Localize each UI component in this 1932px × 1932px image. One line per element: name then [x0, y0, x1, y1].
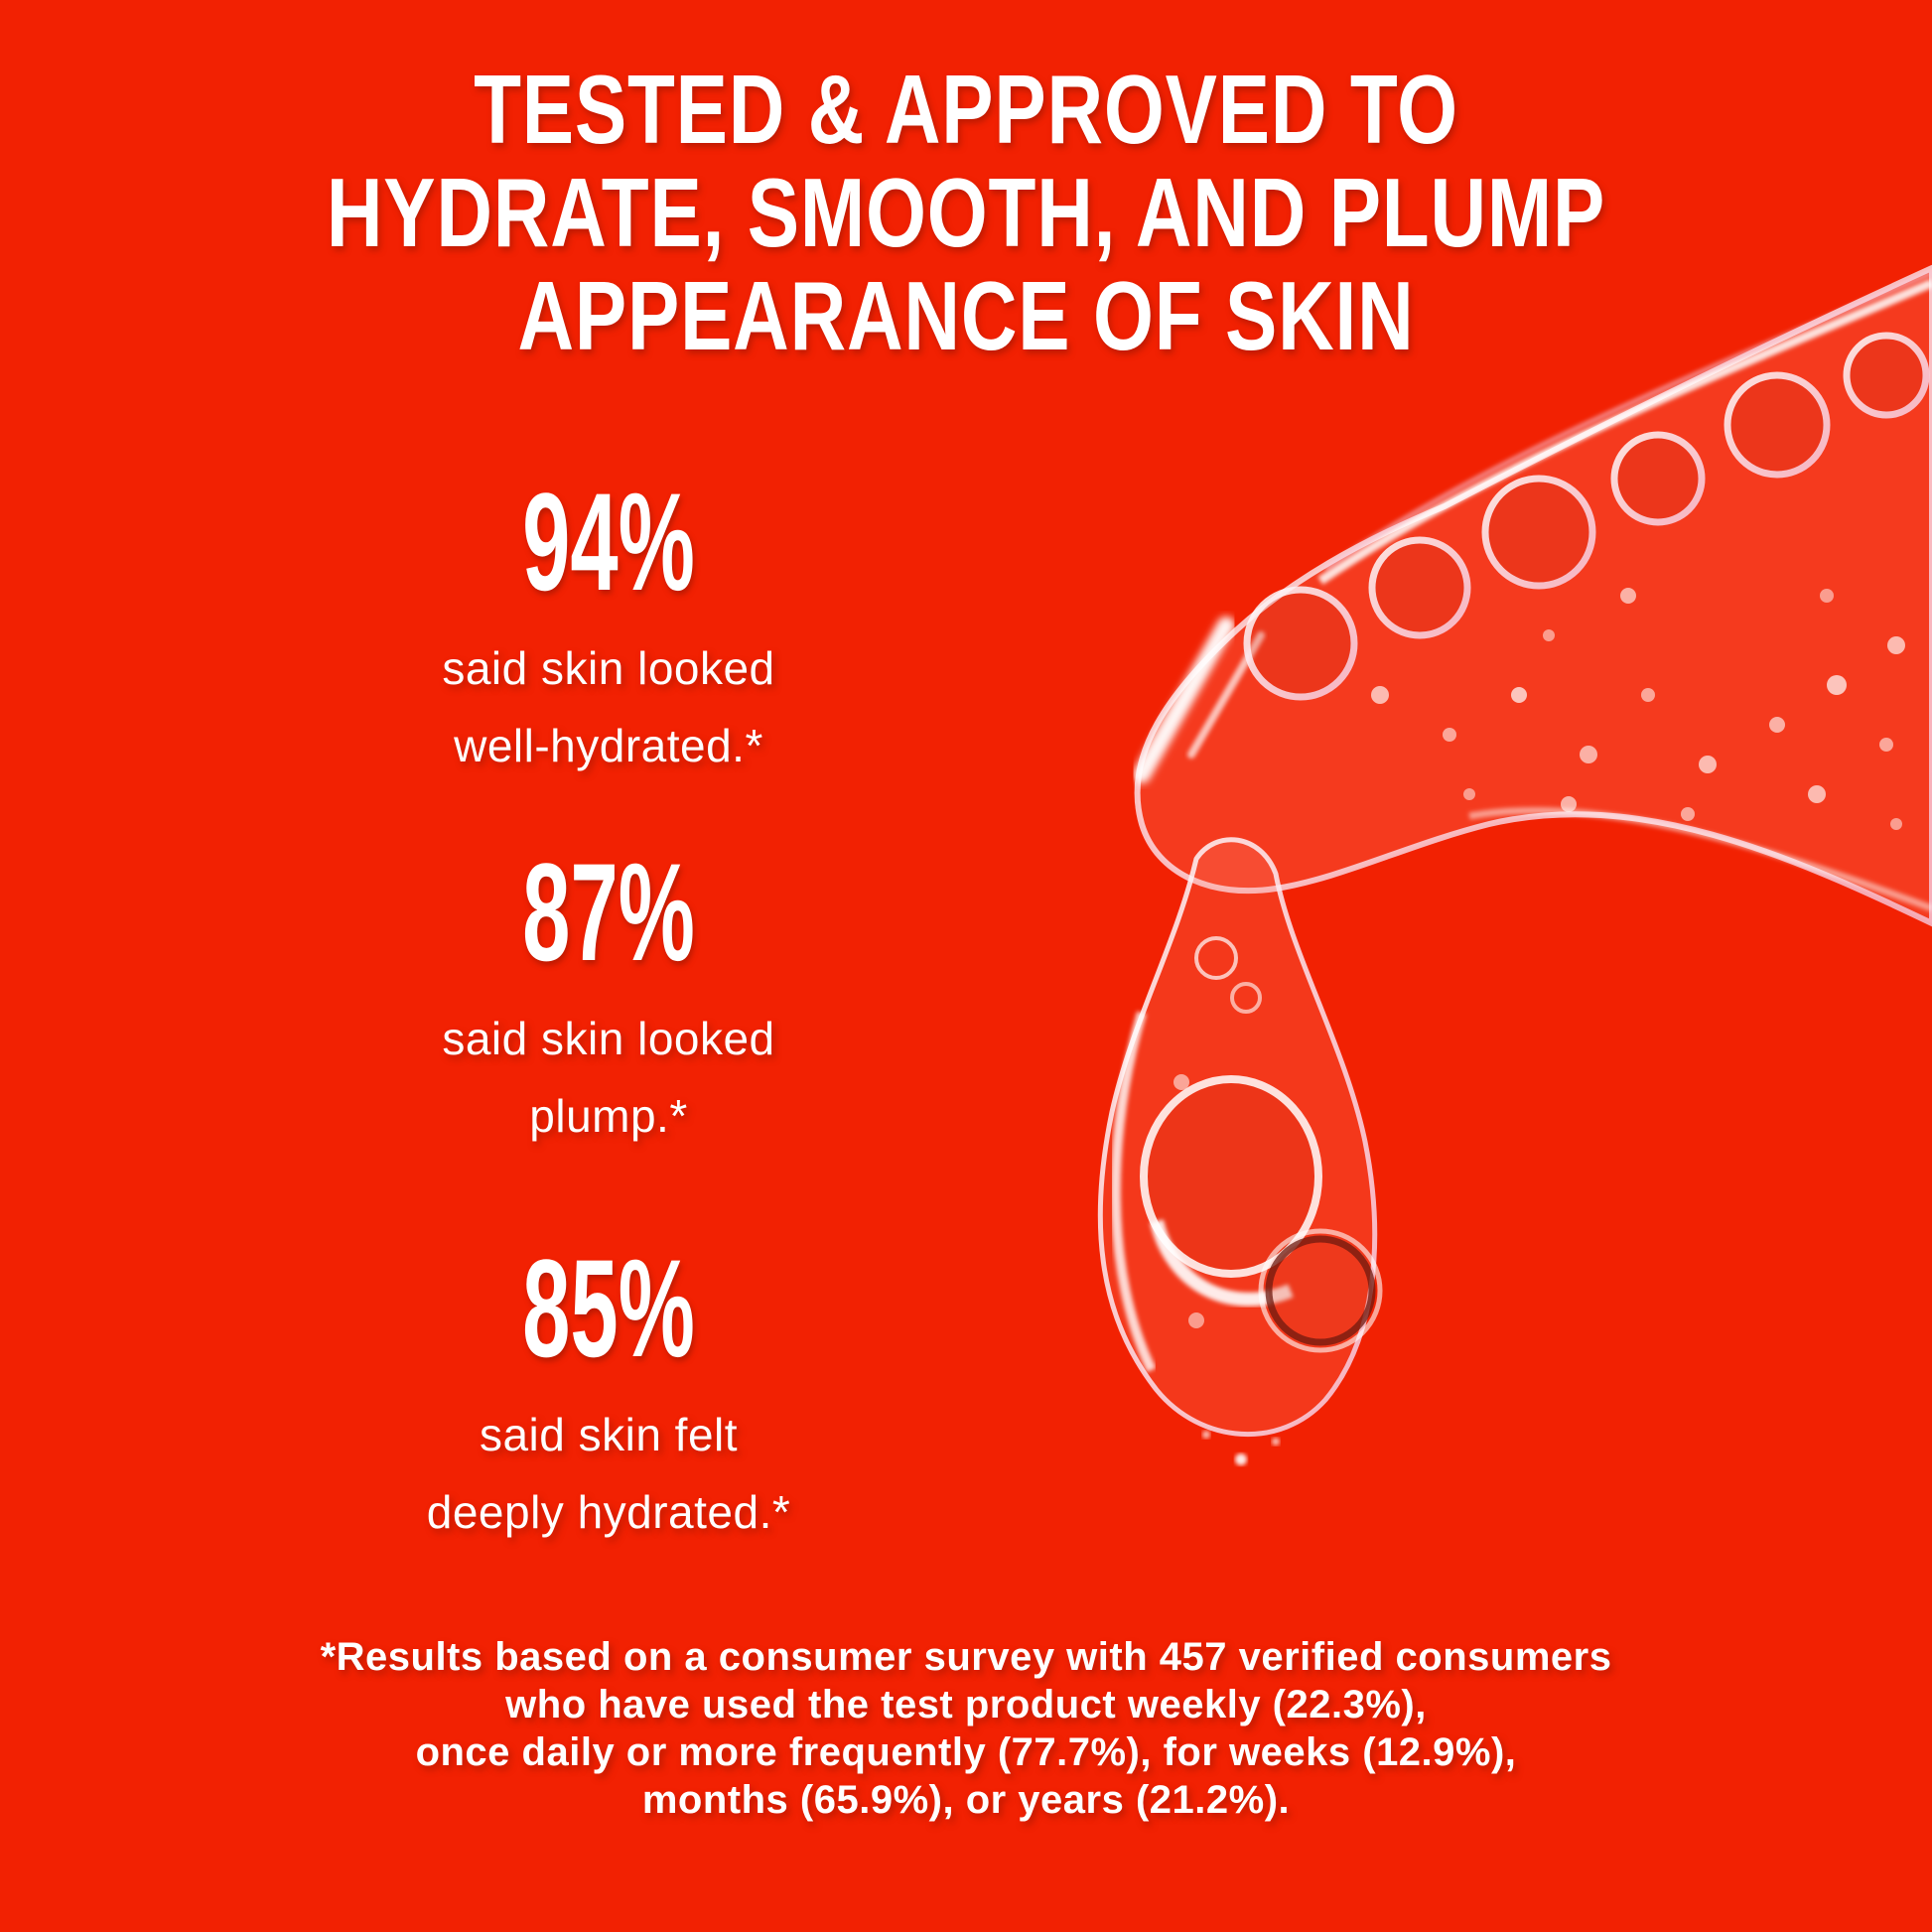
- stat-description-line: said skin looked: [442, 642, 775, 694]
- dropper-tube: [1133, 264, 1932, 927]
- stat-description-line: said skin felt: [479, 1409, 739, 1460]
- stat-value: 87%: [522, 834, 695, 990]
- stats-list: 94% said skin looked well-hydrated.* 87%…: [0, 473, 1217, 1551]
- stat-description-line: deeply hydrated.*: [426, 1486, 791, 1538]
- footnote-line: who have used the test product weekly (2…: [505, 1683, 1427, 1726]
- stat-description: said skin looked plump.*: [0, 1000, 1217, 1155]
- tube-droplets: [1371, 588, 1905, 830]
- stat-item-plump: 87% said skin looked plump.*: [0, 843, 1217, 1155]
- stat-value: 85%: [522, 1230, 695, 1386]
- footnote: *Results based on a consumer survey with…: [0, 1633, 1932, 1824]
- serum-drop: [1097, 837, 1383, 1465]
- tube-bubbles: [1243, 332, 1930, 701]
- stat-item-deeply-hydrated: 85% said skin felt deeply hydrated.*: [0, 1239, 1217, 1551]
- headline: TESTED & APPROVED TO HYDRATE, SMOOTH, AN…: [0, 58, 1932, 367]
- headline-line-1: TESTED & APPROVED TO: [474, 55, 1458, 164]
- footnote-line: months (65.9%), or years (21.2%).: [641, 1778, 1291, 1822]
- stat-description-line: well-hydrated.*: [454, 720, 763, 771]
- headline-line-2: HYDRATE, SMOOTH, AND PLUMP: [326, 158, 1606, 267]
- stat-description: said skin felt deeply hydrated.*: [0, 1396, 1217, 1551]
- stat-description-line: said skin looked: [442, 1013, 775, 1064]
- stat-description-line: plump.*: [529, 1090, 688, 1142]
- stat-description: said skin looked well-hydrated.*: [0, 629, 1217, 784]
- headline-line-3: APPEARANCE OF SKIN: [517, 261, 1415, 370]
- stat-item-hydrated: 94% said skin looked well-hydrated.*: [0, 473, 1217, 784]
- footnote-line: *Results based on a consumer survey with…: [320, 1635, 1612, 1679]
- stat-value: 94%: [522, 464, 695, 620]
- footnote-line: once daily or more frequently (77.7%), f…: [415, 1730, 1517, 1774]
